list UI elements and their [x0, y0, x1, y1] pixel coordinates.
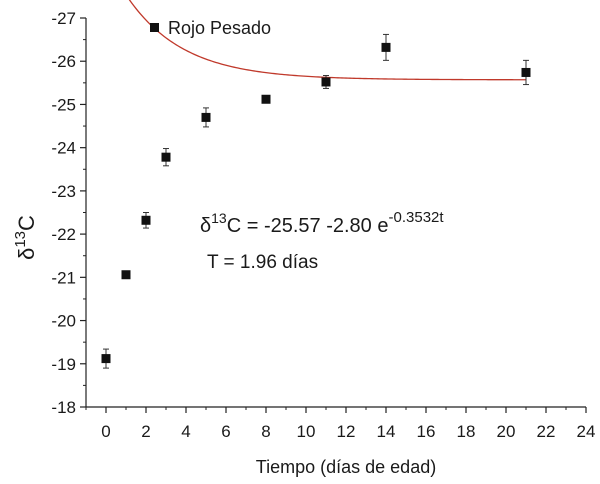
legend-label: Rojo Pesado [168, 18, 271, 38]
x-tick-label: 8 [261, 422, 270, 441]
x-tick-label: 14 [377, 422, 396, 441]
equation-delta: δ [200, 215, 211, 237]
data-point [381, 42, 391, 52]
fit-curve-layer [128, 0, 527, 81]
x-axis-ticks: 0 2 4 6 8 10 12 14 16 18 20 22 24 [85, 407, 596, 441]
y-tick-label: -24 [51, 139, 76, 158]
x-axis-title: Tiempo (días de edad) [256, 457, 436, 477]
x-tick-label: 0 [101, 422, 110, 441]
equation-main: C = -25.57 -2.80 e [227, 215, 389, 237]
fit-curve [128, 0, 527, 81]
x-tick-label: 10 [297, 422, 316, 441]
x-tick-label: 6 [221, 422, 230, 441]
data-point [201, 112, 211, 122]
equation-sup: 13 [211, 210, 227, 226]
half-life-annotation: T = 1.96 días [207, 252, 318, 273]
data-point [161, 152, 171, 162]
y-axis-title: δ13C [12, 215, 39, 260]
x-tick-label: 24 [577, 422, 596, 441]
legend-marker [150, 23, 159, 32]
data-point [321, 77, 331, 87]
data-point [261, 94, 271, 104]
y-tick-label: -21 [51, 268, 76, 287]
data-point [101, 354, 111, 364]
data-point [521, 67, 531, 77]
y-tick-label: -23 [51, 182, 76, 201]
equation-exponent: -0.3532t [389, 209, 445, 226]
y-axis-title-symbol: δ [14, 248, 39, 260]
data-point [121, 270, 131, 280]
data-point [141, 215, 151, 225]
plot-area [85, 18, 586, 408]
y-axis-ticks: -18 -19 -20 -21 -22 -23 -24 -25 -26 -27 [51, 9, 86, 417]
x-tick-label: 22 [537, 422, 556, 441]
x-tick-label: 2 [141, 422, 150, 441]
y-tick-label: -25 [51, 95, 76, 114]
legend: Rojo Pesado [150, 18, 271, 38]
x-tick-label: 20 [497, 422, 516, 441]
y-tick-label: -22 [51, 225, 76, 244]
equation-annotation: δ13C = -25.57 -2.80 e-0.3532t [200, 209, 444, 237]
y-axis-title-suffix: C [14, 215, 39, 231]
y-tick-label: -20 [51, 312, 76, 331]
data-points-layer [101, 33, 531, 369]
y-axis-title-superscript: 13 [12, 231, 29, 248]
y-tick-label: -26 [51, 52, 76, 71]
x-tick-label: 4 [181, 422, 190, 441]
x-tick-label: 18 [457, 422, 476, 441]
y-tick-label: -19 [51, 355, 76, 374]
y-tick-label: -18 [51, 398, 76, 417]
x-tick-label: 12 [337, 422, 356, 441]
x-tick-label: 16 [417, 422, 436, 441]
y-tick-label: -27 [51, 9, 76, 28]
